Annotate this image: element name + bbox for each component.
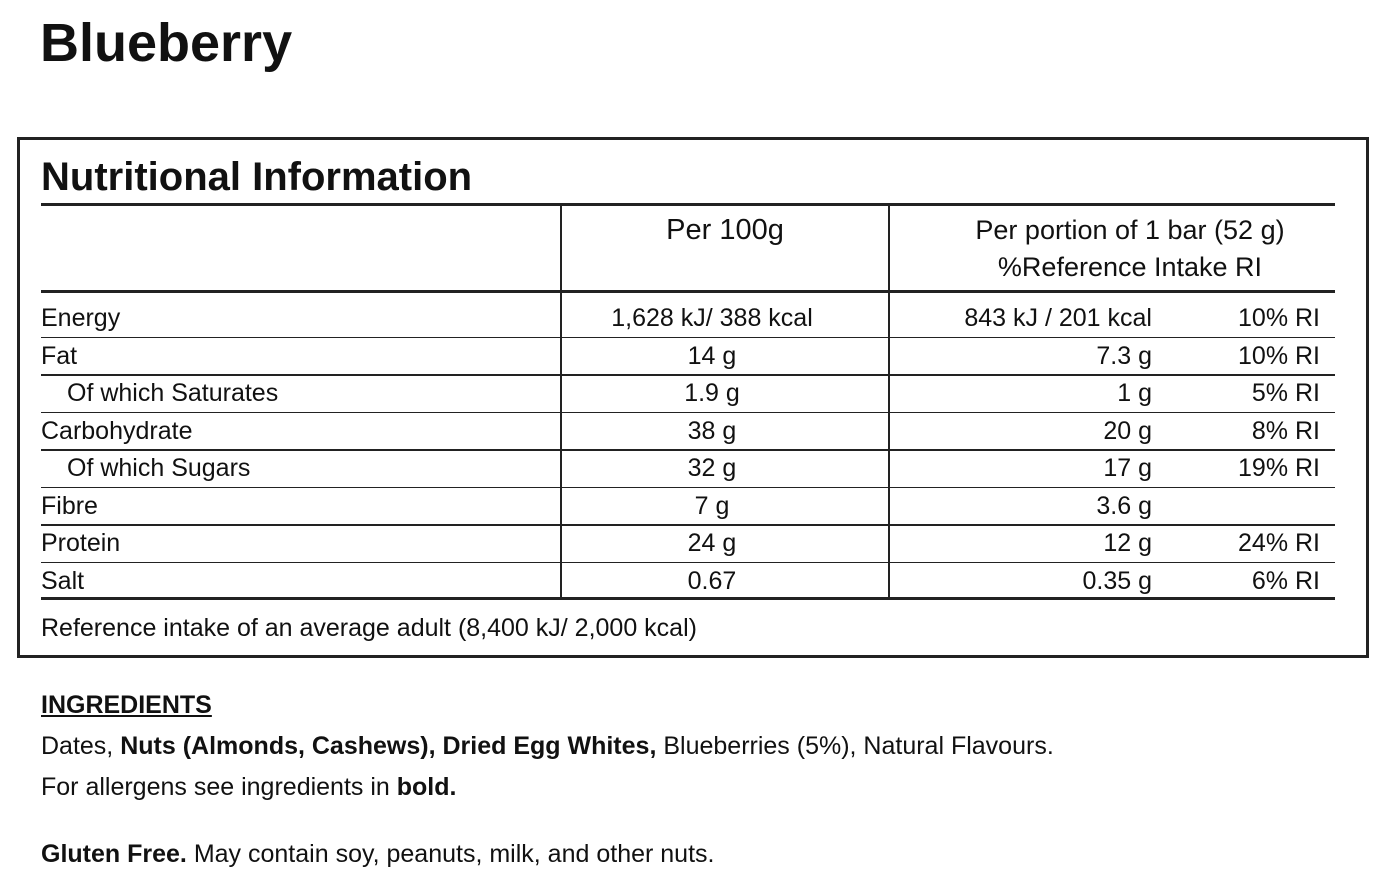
per-portion: 17 g	[1103, 454, 1152, 482]
header-per-100g: Per 100g	[666, 214, 784, 246]
per-portion: 12 g	[1103, 529, 1152, 557]
reference-intake: 24% RI	[1238, 529, 1320, 557]
rule	[41, 290, 1335, 293]
reference-intake: 8% RI	[1251, 416, 1320, 445]
row-label: Carbohydrate	[41, 416, 193, 445]
reference-intake: 10% RI	[1238, 304, 1320, 332]
per-100g: 7 g	[694, 491, 730, 520]
text-segment: Nuts (Almonds, Cashews), Dried Egg White…	[120, 732, 657, 760]
row-label: Fibre	[41, 491, 98, 520]
per-portion: 7.3 g	[1096, 341, 1152, 370]
per-100g: 0.67	[687, 566, 737, 595]
per-100g: 32 g	[687, 454, 737, 482]
reference-intake: 19% RI	[1238, 454, 1320, 482]
rule	[41, 203, 1335, 206]
row-label: Fat	[41, 341, 78, 370]
row-divider	[41, 524, 1335, 526]
row-divider	[41, 486, 1335, 488]
row-divider	[41, 374, 1335, 376]
column-divider	[560, 205, 562, 599]
notice: Gluten Free. May contain soy, peanuts, m…	[41, 836, 714, 872]
per-portion: 843 kJ / 201 kcal	[964, 304, 1152, 332]
per-100g: 14 g	[687, 341, 737, 370]
text-segment: bold.	[396, 773, 457, 801]
row-label: Protein	[41, 529, 121, 557]
per-100g: 1.9 g	[684, 379, 740, 407]
product-title: Blueberry	[40, 13, 293, 73]
header-ri: %Reference Intake RI	[997, 252, 1263, 282]
row-label: Of which Saturates	[67, 379, 279, 407]
text-segment: Gluten Free.	[41, 840, 187, 868]
per-100g: 38 g	[687, 416, 737, 445]
column-divider	[888, 205, 890, 599]
rule	[41, 597, 1335, 600]
text-segment: Blueberries (5%), Natural Flavours.	[663, 732, 1054, 760]
reference-intake: 10% RI	[1238, 341, 1320, 370]
text-segment: May contain soy, peanuts, milk, and othe…	[193, 840, 715, 868]
per-portion: 1 g	[1117, 379, 1152, 407]
ingredients-line: Dates, Nuts (Almonds, Cashews), Dried Eg…	[41, 728, 1054, 764]
per-portion: 20 g	[1103, 416, 1152, 445]
table-title: Nutritional Information	[41, 155, 473, 199]
text-segment: For allergens see ingredients in	[41, 773, 390, 801]
reference-intake: 5% RI	[1251, 379, 1320, 407]
footnote: Reference intake of an average adult (8,…	[41, 614, 697, 642]
text-segment: Dates,	[41, 732, 114, 760]
row-label: Salt	[41, 566, 85, 595]
per-portion: 0.35 g	[1082, 566, 1152, 595]
per-100g: 24 g	[687, 529, 737, 557]
per-100g: 1,628 kJ/ 388 kcal	[611, 304, 813, 332]
row-label: Energy	[41, 304, 121, 332]
ingredients-line: For allergens see ingredients in bold.	[41, 769, 456, 805]
ingredients-heading: INGREDIENTS	[41, 691, 212, 719]
per-portion: 3.6 g	[1096, 491, 1152, 520]
row-divider	[41, 411, 1335, 413]
reference-intake: 6% RI	[1251, 566, 1320, 595]
row-label: Of which Sugars	[67, 454, 251, 482]
nutrition-box	[17, 137, 1369, 658]
header-per-portion: Per portion of 1 bar (52 g)	[975, 215, 1285, 245]
row-divider	[41, 561, 1335, 563]
row-divider	[41, 336, 1335, 338]
row-divider	[41, 449, 1335, 451]
